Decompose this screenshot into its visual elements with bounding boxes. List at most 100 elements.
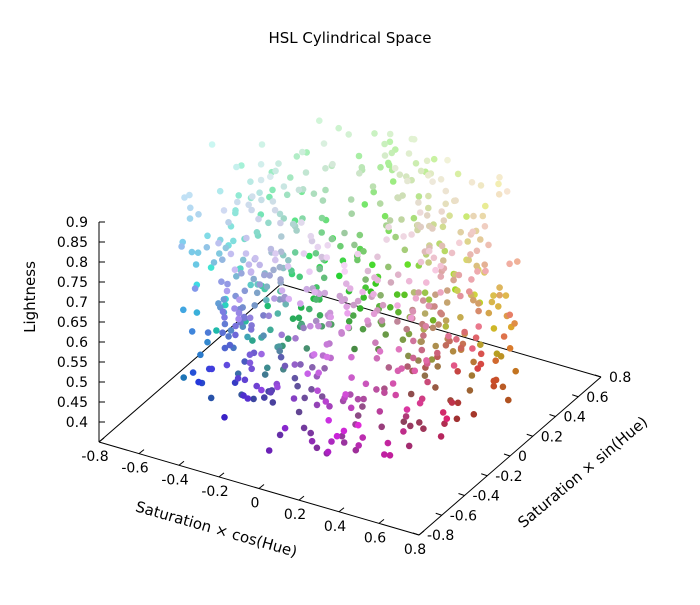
- data-point: [394, 318, 401, 325]
- data-point: [415, 199, 422, 206]
- data-point: [287, 174, 294, 181]
- data-point: [276, 263, 284, 271]
- data-point: [362, 276, 369, 283]
- data-point: [323, 341, 331, 348]
- data-point: [284, 263, 292, 270]
- data-point: [412, 160, 420, 167]
- data-point: [385, 159, 392, 167]
- data-point: [223, 361, 231, 369]
- data-point: [306, 268, 313, 276]
- z-tick-label: 0.7: [66, 295, 88, 311]
- data-point: [223, 287, 231, 295]
- data-point: [439, 223, 447, 231]
- data-point: [359, 403, 366, 410]
- y-tick-mark: [435, 512, 442, 516]
- data-point: [437, 289, 444, 296]
- data-point: [231, 305, 238, 312]
- data-point: [376, 348, 384, 355]
- data-point: [407, 314, 415, 322]
- data-point: [208, 365, 216, 373]
- data-point: [210, 259, 218, 266]
- data-point: [421, 372, 429, 380]
- data-point: [329, 160, 336, 168]
- x-tick-mark: [258, 484, 265, 489]
- data-point: [437, 273, 445, 280]
- data-point: [444, 287, 451, 294]
- data-point: [348, 374, 355, 381]
- data-point: [466, 387, 474, 394]
- data-point: [343, 303, 351, 311]
- data-point: [263, 296, 270, 304]
- base-back-left-line: [98, 283, 282, 443]
- data-point: [253, 229, 261, 236]
- data-point: [430, 155, 438, 163]
- data-point: [408, 135, 416, 143]
- chart-title: HSL Cylindrical Space: [268, 29, 431, 47]
- data-point: [425, 296, 433, 304]
- data-point: [341, 229, 348, 237]
- z-tick-label: 0.55: [57, 355, 88, 371]
- data-point: [245, 201, 252, 209]
- data-point: [247, 268, 255, 275]
- data-point: [416, 209, 424, 216]
- data-point: [477, 236, 484, 243]
- data-point: [468, 372, 476, 379]
- data-point: [445, 332, 452, 340]
- data-point: [481, 261, 489, 269]
- data-point: [320, 274, 328, 282]
- data-point: [304, 370, 312, 378]
- data-point: [207, 264, 215, 271]
- data-point: [312, 317, 320, 325]
- data-point: [422, 323, 430, 330]
- data-point: [204, 338, 211, 346]
- data-point: [461, 328, 468, 336]
- data-point: [356, 170, 363, 177]
- data-point: [429, 225, 436, 232]
- data-point: [234, 375, 242, 382]
- data-point: [316, 312, 324, 319]
- data-point: [431, 303, 438, 310]
- data-point: [246, 351, 254, 359]
- data-point: [285, 257, 292, 264]
- data-point: [410, 289, 418, 296]
- data-point: [277, 219, 284, 227]
- data-point: [442, 187, 450, 195]
- data-point: [490, 325, 498, 332]
- data-point: [322, 186, 329, 194]
- data-point: [432, 384, 439, 391]
- data-point: [258, 350, 265, 358]
- data-point: [425, 204, 432, 212]
- x-tick-label: 0.6: [364, 530, 386, 546]
- data-point: [346, 285, 354, 292]
- data-point: [260, 332, 267, 340]
- data-point: [250, 275, 257, 283]
- base-back-right-line: [280, 283, 602, 378]
- data-point: [404, 363, 411, 370]
- y-tick-mark: [458, 493, 465, 496]
- data-point: [495, 191, 503, 198]
- data-point: [309, 364, 316, 371]
- data-point: [403, 325, 411, 333]
- data-point: [323, 254, 331, 261]
- data-point: [381, 451, 388, 458]
- data-point: [425, 302, 433, 310]
- data-point: [203, 244, 211, 251]
- data-point: [244, 395, 252, 402]
- data-point: [473, 247, 481, 255]
- data-point: [226, 341, 234, 349]
- data-point: [389, 380, 397, 387]
- data-point: [318, 214, 326, 222]
- data-point: [396, 171, 404, 178]
- data-point: [246, 314, 254, 322]
- data-point: [381, 152, 389, 159]
- data-point: [315, 369, 323, 377]
- data-point: [416, 419, 423, 426]
- data-point: [373, 386, 380, 393]
- data-point: [306, 305, 313, 313]
- data-point: [238, 162, 245, 169]
- data-point: [423, 157, 431, 165]
- data-point: [475, 307, 482, 315]
- data-point: [354, 256, 361, 264]
- data-point: [382, 331, 390, 338]
- data-point: [281, 362, 289, 370]
